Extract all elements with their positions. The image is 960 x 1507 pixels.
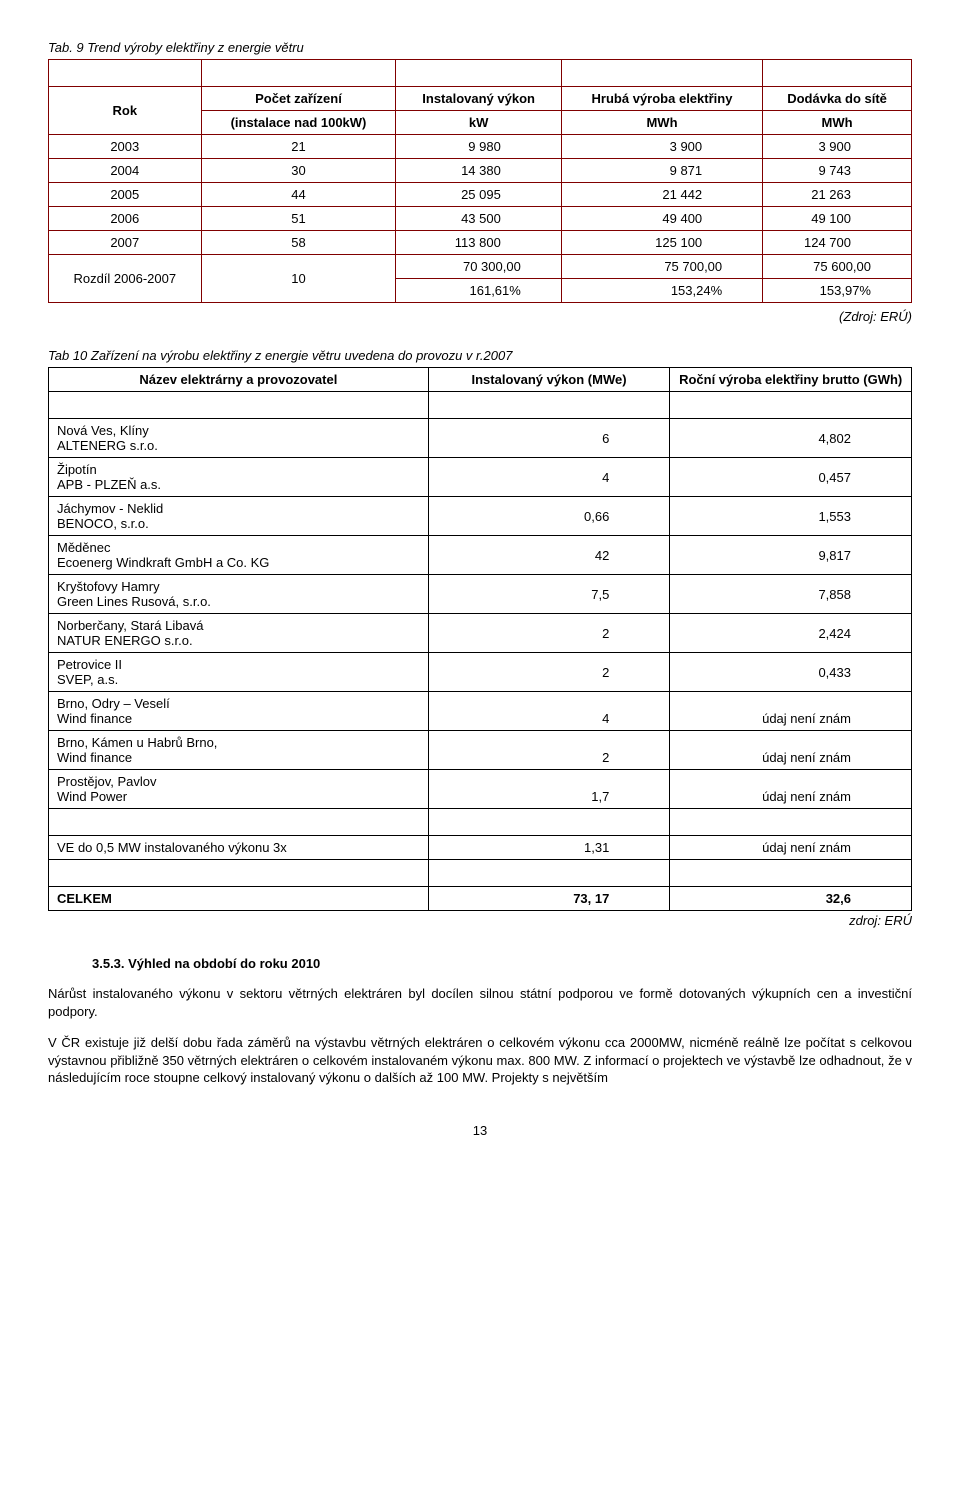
table-row: Nová Ves, Klíny ALTENERG s.r.o. 6 4,802 — [49, 419, 912, 458]
th-dod-bot: MWh — [763, 111, 912, 135]
th-inst-bot: kW — [396, 111, 561, 135]
table2-source: zdroj: ERÚ — [48, 913, 912, 928]
table1: Rok Počet zařízení Instalovaný výkon Hru… — [48, 59, 912, 303]
table-row-total: CELKEM 73, 17 32,6 — [49, 887, 912, 911]
table-row: Norberčany, Stará LibaváNATUR ENERGO s.r… — [49, 614, 912, 653]
page-number: 13 — [48, 1123, 912, 1138]
table-row: 2005 44 25 095 21 442 21 263 — [49, 183, 912, 207]
table-row: 2006 51 43 500 49 400 49 100 — [49, 207, 912, 231]
paragraph: V ČR existuje již delší dobu řada záměrů… — [48, 1034, 912, 1087]
table-row-rozdil: Rozdíl 2006-2007 10 70 300,00 75 700,00 … — [49, 255, 912, 279]
th-pocet-bot: (instalace nad 100kW) — [201, 111, 396, 135]
th-hruba-bot: MWh — [561, 111, 762, 135]
th-pocet-top: Počet zařízení — [201, 87, 396, 111]
th-name: Název elektrárny a provozovatel — [49, 368, 429, 392]
table-row: MěděnecEcoenerg Windkraft GmbH a Co. KG … — [49, 536, 912, 575]
table-row: Kryštofovy HamryGreen Lines Rusová, s.r.… — [49, 575, 912, 614]
table1-caption: Tab. 9 Trend výroby elektřiny z energie … — [48, 40, 912, 55]
table-row: 2003 21 9 980 3 900 3 900 — [49, 135, 912, 159]
section-heading: 3.5.3. Výhled na období do roku 2010 — [92, 956, 912, 971]
table-row: Prostějov, PavlovWind Power 1,7 údaj nen… — [49, 770, 912, 809]
table2-caption: Tab 10 Zařízení na výrobu elektřiny z en… — [48, 348, 912, 363]
table-row: 2007 58 113 800 125 100 124 700 — [49, 231, 912, 255]
table-row: 2004 30 14 380 9 871 9 743 — [49, 159, 912, 183]
table2: Název elektrárny a provozovatel Instalov… — [48, 367, 912, 911]
table1-source: (Zdroj: ERÚ) — [48, 309, 912, 324]
table-row: Brno, Odry – VeselíWind finance 4 údaj n… — [49, 692, 912, 731]
th-gwh: Roční výroba elektřiny brutto (GWh) — [670, 368, 912, 392]
paragraph: Nárůst instalovaného výkonu v sektoru vě… — [48, 985, 912, 1020]
th-inst-top: Instalovaný výkon — [396, 87, 561, 111]
table-row: Jáchymov - NeklidBENOCO, s.r.o. 0,66 1,5… — [49, 497, 912, 536]
th-dod-top: Dodávka do sítě — [763, 87, 912, 111]
th-hruba-top: Hrubá výroba elektřiny — [561, 87, 762, 111]
table-row: Petrovice IISVEP, a.s. 2 0,433 — [49, 653, 912, 692]
th-mw: Instalovaný výkon (MWe) — [428, 368, 670, 392]
table-row-ve: VE do 0,5 MW instalovaného výkonu 3x 1,3… — [49, 836, 912, 860]
th-rok: Rok — [49, 87, 202, 135]
table-row: ŽipotínAPB - PLZEŇ a.s. 4 0,457 — [49, 458, 912, 497]
table-row: Brno, Kámen u Habrů Brno,Wind finance 2 … — [49, 731, 912, 770]
